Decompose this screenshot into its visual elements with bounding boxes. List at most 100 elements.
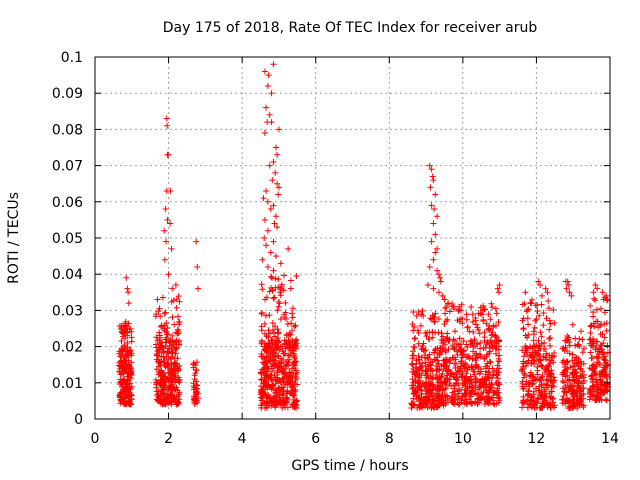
data-point [156,380,163,387]
data-point [191,372,198,379]
data-point [171,360,178,367]
data-point [267,206,274,213]
data-point [270,397,277,404]
data-point [473,321,480,328]
data-point [173,344,180,351]
data-point [156,359,163,366]
data-point [270,61,277,68]
data-point [159,401,166,408]
data-point [461,390,468,397]
data-point [602,396,609,403]
data-point [274,326,281,333]
data-point [119,330,126,337]
data-point [275,126,282,133]
data-point [282,341,289,348]
data-point [459,354,466,361]
data-point [173,339,180,346]
data-point [454,351,461,358]
data-point [288,320,295,327]
data-point [461,365,468,372]
data-point [286,338,293,345]
data-point [561,369,568,376]
data-point [446,308,453,315]
data-point [524,349,531,356]
data-point [121,357,128,364]
data-point [172,282,179,289]
data-point [460,337,467,344]
data-point [292,337,299,344]
data-point [531,404,538,411]
data-point [442,349,449,356]
data-point [258,309,265,316]
data-point [265,72,272,79]
data-point [591,323,598,330]
data-point [550,374,557,381]
data-point [158,353,165,360]
data-point [430,177,437,184]
data-point [275,191,282,198]
data-point [432,310,439,317]
data-point [543,315,550,322]
data-point [463,311,470,318]
data-point [175,293,182,300]
data-point [530,331,537,338]
data-point [586,385,593,392]
data-point [165,350,172,357]
data-point [153,388,160,395]
data-point [496,358,503,365]
data-point [117,353,124,360]
data-point [121,358,128,365]
data-point [434,245,441,252]
data-point [441,378,448,385]
data-point [262,372,269,379]
data-point [547,334,554,341]
data-point [495,343,502,350]
data-point [475,326,482,333]
data-point [158,342,165,349]
data-point [412,377,419,384]
data-point [435,316,442,323]
data-point [165,151,172,158]
data-point [409,368,416,375]
data-point [158,322,165,329]
data-point [453,369,460,376]
data-point [287,347,294,354]
data-point [175,341,182,348]
data-point [173,304,180,311]
data-point [169,332,176,339]
data-point [126,400,133,407]
data-point [482,344,489,351]
data-point [123,274,130,281]
chart-title: Day 175 of 2018, Rate Of TEC Index for r… [163,20,538,36]
data-point [157,313,164,320]
data-point [267,374,274,381]
data-point [573,387,580,394]
data-point [495,395,502,402]
data-point [128,359,135,366]
data-point [451,328,458,335]
data-point [533,316,540,323]
x-tick-label: 0 [91,431,100,447]
data-point [285,245,292,252]
data-point [414,373,421,380]
data-point [438,373,445,380]
data-point [163,115,170,122]
data-point [458,360,465,367]
data-point [420,345,427,352]
data-point [272,333,279,340]
data-point [535,343,542,350]
data-point [280,356,287,363]
data-point [159,386,166,393]
data-point [172,373,179,380]
data-point [274,401,281,408]
data-point [525,321,532,328]
data-point [277,343,284,350]
data-point [193,359,200,366]
data-point [431,206,438,213]
data-point [466,328,473,335]
data-point [162,382,169,389]
data-point [485,393,492,400]
data-point [490,322,497,329]
data-point [276,385,283,392]
data-point [599,378,606,385]
